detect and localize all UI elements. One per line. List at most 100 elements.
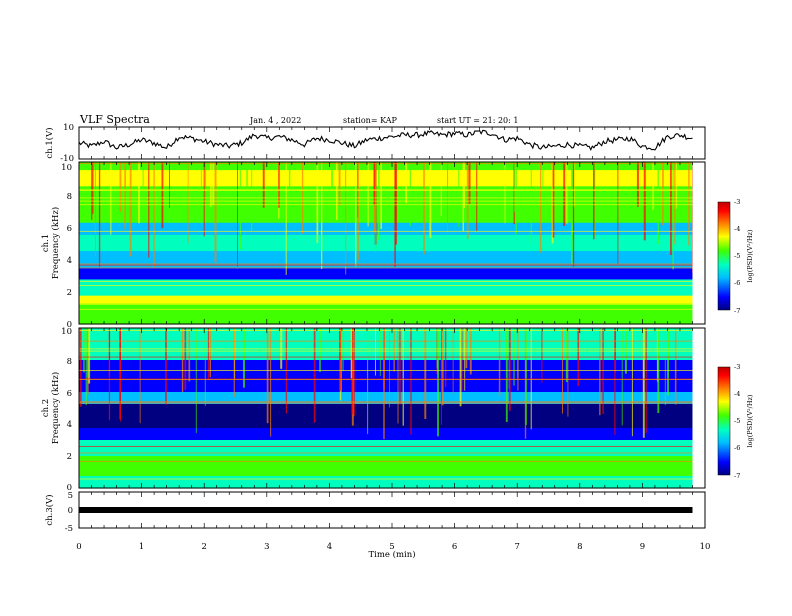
spectrogram-streak <box>285 162 287 275</box>
spectrogram-line <box>79 280 693 282</box>
spectrogram-band <box>79 400 693 405</box>
spectrogram-line <box>79 350 693 352</box>
spectrogram-streak <box>246 162 248 213</box>
x-tick-labels: 0 1 2 3 4 5 6 7 8 9 10 <box>76 542 710 552</box>
spectrogram-streak <box>200 162 202 224</box>
ch3-waveform-panel: 5 0 -5 ch.3(V) <box>44 491 706 534</box>
spectrogram-streak <box>212 162 215 206</box>
spectrogram-line <box>79 230 693 232</box>
spectrogram-band <box>79 480 693 485</box>
spectrogram-band <box>79 456 693 461</box>
spectrogram-band <box>79 162 693 167</box>
spectrogram-line <box>79 200 693 202</box>
spectrogram-streak <box>205 162 207 203</box>
spectrogram-band <box>79 279 693 285</box>
spectrogram-streak <box>440 162 442 216</box>
spectrogram-streak <box>674 328 677 405</box>
spectrogram-streak <box>214 162 217 263</box>
spectrogram-streak <box>395 162 397 245</box>
spectrogram-blank <box>692 162 705 324</box>
spectrogram-streak <box>375 328 377 376</box>
spectrogram-streak <box>148 162 150 258</box>
spectrogram-streak <box>541 328 543 383</box>
x-tick-label: 8 <box>577 542 582 552</box>
spectrogram-streak <box>675 162 677 209</box>
spectrogram-streak <box>504 162 506 224</box>
spectrogram-streak <box>444 328 447 388</box>
ch1-ytick-bottom: -10 <box>60 154 74 164</box>
spectrogram-line <box>79 197 693 199</box>
spectrogram-band <box>79 476 693 481</box>
ch2-spectrogram-panel: 0 2 4 6 8 10 ch.2 Frequency (kHz) <box>41 327 706 493</box>
spectrogram-streak <box>424 328 427 419</box>
ch1-spectrogram-heatmap <box>79 162 705 325</box>
spectrogram-streak <box>165 328 167 405</box>
ch3-waveform-line <box>79 507 693 513</box>
spectrogram-line <box>79 263 693 265</box>
x-tick-label: 4 <box>327 542 332 552</box>
spectrogram-streak <box>631 328 633 437</box>
spectrogram-streak <box>599 328 601 416</box>
spectrogram-band <box>79 186 693 191</box>
x-tick-label: 10 <box>700 542 711 552</box>
ch1-ytick-top: 10 <box>63 123 74 133</box>
spectrogram-band <box>79 416 693 421</box>
spectrogram-band <box>79 388 693 393</box>
spectrogram-streak <box>667 328 670 396</box>
spectrogram-band <box>79 484 693 489</box>
spectrogram-streak <box>129 162 132 257</box>
spectrogram-band <box>79 295 693 301</box>
spectrogram-streak <box>517 328 519 391</box>
ch1-freq-tick-4: 4 <box>67 256 72 266</box>
spectrogram-band <box>79 190 693 195</box>
spectrogram-streak <box>188 328 191 382</box>
spectrogram-streak <box>670 162 672 256</box>
spectrogram-streak <box>617 162 619 265</box>
spectrogram-streak <box>410 328 412 435</box>
spectrogram-band <box>79 420 693 425</box>
station-label: station= KAP <box>343 116 398 125</box>
spectrogram-line <box>79 356 693 358</box>
spectrogram-blank <box>692 328 705 488</box>
ch2-freq-tick-2: 2 <box>67 452 72 462</box>
spectrogram-streak <box>571 162 573 265</box>
spectrogram-band <box>79 380 693 385</box>
spectrogram-line <box>79 379 693 380</box>
spectrogram-streak <box>153 162 155 267</box>
spectrogram-streak <box>551 162 554 244</box>
ch3-ytick-minus5: -5 <box>65 524 73 534</box>
spectrogram-band <box>79 299 693 305</box>
spectrogram-streak <box>351 328 354 415</box>
spectrogram-streak <box>169 162 171 208</box>
spectrogram-band <box>79 344 693 349</box>
spectrogram-line <box>79 204 693 206</box>
spectrogram-streak <box>429 162 432 239</box>
spectrogram-streak <box>139 328 141 424</box>
spectrogram-streak <box>662 162 664 226</box>
spectrogram-band <box>79 360 693 365</box>
spectrogram-streak <box>207 328 209 381</box>
spectrogram-streak <box>124 162 126 230</box>
date-label: Jan. 4 , 2022 <box>249 116 301 125</box>
spectrogram-streak <box>572 162 575 267</box>
spectrogram-band <box>79 319 693 325</box>
spectrogram-streak <box>437 328 439 437</box>
spectrogram-streak <box>313 328 316 423</box>
spectrogram-streak <box>85 328 87 406</box>
spectrogram-streak <box>237 162 238 270</box>
spectrogram-streak <box>339 328 341 391</box>
spectrogram-streak <box>621 328 623 426</box>
spectrogram-streak <box>636 162 639 207</box>
spectrogram-band <box>79 166 693 171</box>
x-tick-label: 9 <box>640 542 645 552</box>
spectrogram-streak <box>402 328 404 426</box>
spectrogram-streak <box>119 328 121 420</box>
spectrogram-streak <box>645 328 647 434</box>
spectrogram-streak <box>321 162 323 270</box>
spectrogram-band <box>79 307 693 313</box>
spectrogram-streak <box>505 328 508 423</box>
spectrogram-streak <box>108 328 111 421</box>
start-time-label: start UT = 21: 20: 1 <box>437 116 518 125</box>
ch2-cb-tick-m4: -4 <box>734 390 740 398</box>
